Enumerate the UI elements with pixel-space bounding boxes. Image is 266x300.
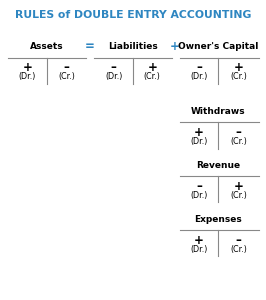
Text: (Dr.): (Dr.)	[190, 72, 207, 81]
Text: –: –	[64, 61, 69, 74]
Text: RULES of DOUBLE ENTRY ACCOUNTING: RULES of DOUBLE ENTRY ACCOUNTING	[15, 11, 251, 20]
Text: +: +	[234, 180, 244, 193]
Text: (Cr.): (Cr.)	[230, 137, 247, 146]
Text: (Dr.): (Dr.)	[105, 72, 122, 81]
Text: Expenses: Expenses	[194, 215, 242, 224]
Text: Assets: Assets	[30, 42, 63, 51]
Text: –: –	[111, 61, 117, 74]
Text: (Cr.): (Cr.)	[58, 72, 75, 81]
Text: (Dr.): (Dr.)	[19, 72, 36, 81]
Text: +: +	[147, 61, 157, 74]
Text: =: =	[85, 40, 95, 53]
Text: (Dr.): (Dr.)	[190, 191, 207, 200]
Text: +: +	[22, 61, 32, 74]
Text: (Dr.): (Dr.)	[190, 245, 207, 254]
Text: +: +	[170, 40, 180, 53]
Text: +: +	[194, 126, 204, 139]
Text: (Dr.): (Dr.)	[190, 137, 207, 146]
Text: (Cr.): (Cr.)	[230, 245, 247, 254]
Text: (Cr.): (Cr.)	[144, 72, 161, 81]
Text: Withdraws: Withdraws	[191, 107, 246, 116]
Text: –: –	[236, 126, 242, 139]
Text: +: +	[234, 61, 244, 74]
Text: +: +	[194, 234, 204, 247]
Text: Owner's Capital: Owner's Capital	[178, 42, 258, 51]
Text: Liabilities: Liabilities	[108, 42, 158, 51]
Text: –: –	[196, 61, 202, 74]
Text: (Cr.): (Cr.)	[230, 191, 247, 200]
Text: –: –	[196, 180, 202, 193]
Text: –: –	[236, 234, 242, 247]
Text: Revenue: Revenue	[196, 161, 240, 170]
Text: (Cr.): (Cr.)	[230, 72, 247, 81]
